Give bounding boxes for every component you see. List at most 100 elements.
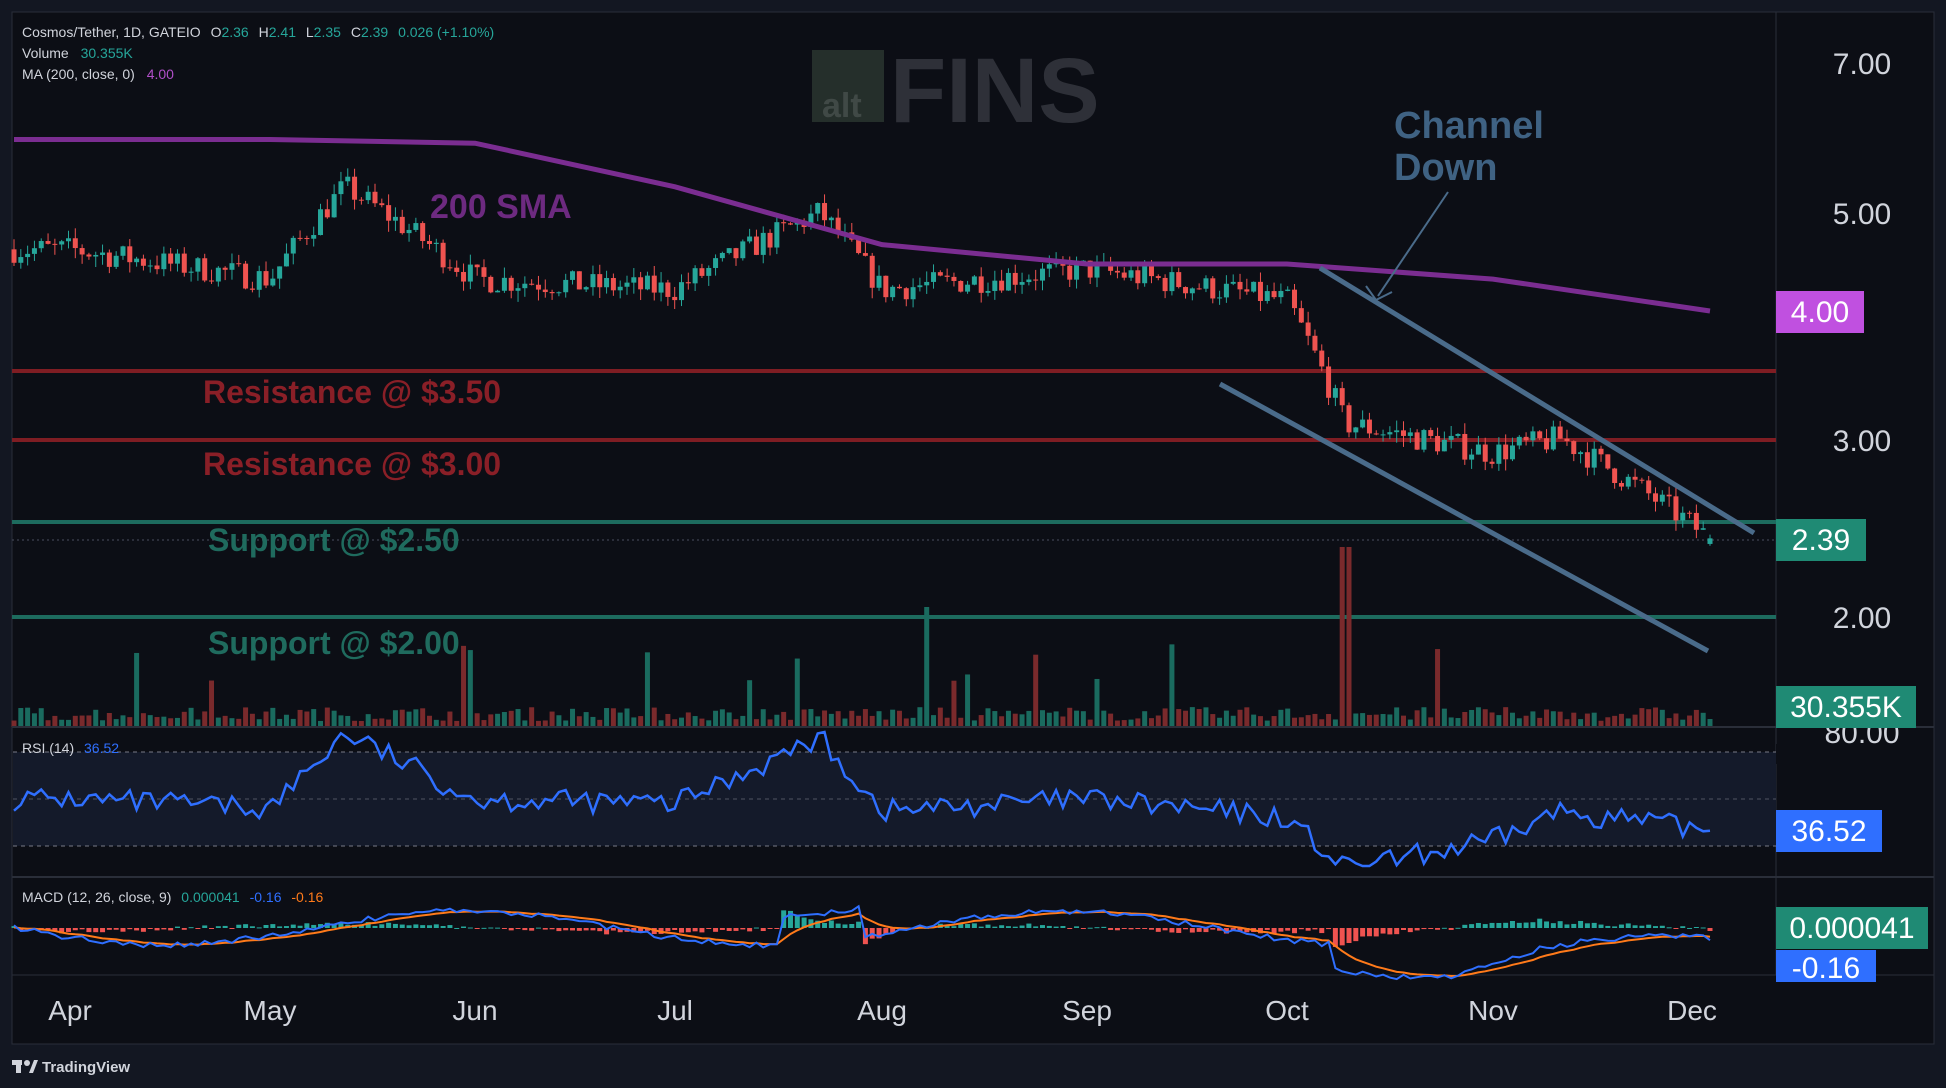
- candle[interactable]: [481, 259, 487, 287]
- candle[interactable]: [93, 251, 99, 267]
- symbol-line[interactable]: Cosmos/Tether, 1D, GATEIO: [22, 24, 201, 40]
- candle[interactable]: [726, 248, 732, 255]
- candle[interactable]: [1544, 429, 1550, 454]
- candle[interactable]: [624, 275, 630, 295]
- candle[interactable]: [420, 221, 426, 249]
- candle[interactable]: [392, 207, 398, 231]
- candle[interactable]: [52, 238, 58, 255]
- candle[interactable]: [324, 199, 330, 219]
- candle[interactable]: [379, 198, 385, 208]
- candle[interactable]: [154, 255, 160, 275]
- candle[interactable]: [1530, 426, 1536, 447]
- candle[interactable]: [1537, 430, 1543, 441]
- candle[interactable]: [1360, 410, 1366, 429]
- candle[interactable]: [604, 270, 610, 294]
- candle[interactable]: [903, 287, 909, 307]
- candle[interactable]: [181, 247, 187, 277]
- candle[interactable]: [1380, 429, 1386, 442]
- candle[interactable]: [1414, 429, 1420, 450]
- rsi-line[interactable]: [13, 730, 1711, 868]
- candle[interactable]: [890, 285, 896, 301]
- candle[interactable]: [365, 185, 371, 205]
- candle[interactable]: [467, 254, 473, 290]
- candle[interactable]: [25, 245, 31, 266]
- candle[interactable]: [1700, 521, 1706, 530]
- candle[interactable]: [31, 240, 37, 261]
- candle[interactable]: [753, 229, 759, 256]
- candle[interactable]: [372, 183, 378, 207]
- rsi-panel[interactable]: RSI (14) 36.52: [13, 730, 1776, 868]
- candle[interactable]: [1278, 283, 1284, 304]
- candle[interactable]: [215, 266, 221, 287]
- candle[interactable]: [331, 184, 337, 218]
- candle[interactable]: [740, 239, 746, 261]
- candle[interactable]: [433, 238, 439, 253]
- macd-panel[interactable]: MACD (12, 26, close, 9) 0.000041 -0.16 -…: [11, 889, 1713, 981]
- candle[interactable]: [1516, 435, 1522, 450]
- candle[interactable]: [1326, 357, 1332, 406]
- channel-upper-line[interactable]: [1318, 265, 1756, 536]
- candle[interactable]: [1550, 420, 1556, 451]
- candle[interactable]: [256, 265, 262, 298]
- candle[interactable]: [352, 168, 358, 210]
- candle[interactable]: [1578, 450, 1584, 464]
- candle[interactable]: [515, 283, 521, 302]
- candle[interactable]: [1094, 255, 1100, 288]
- candle[interactable]: [283, 243, 289, 267]
- candle[interactable]: [1230, 274, 1236, 286]
- candle[interactable]: [651, 266, 657, 301]
- candle[interactable]: [508, 275, 514, 299]
- candle[interactable]: [896, 284, 902, 289]
- candle[interactable]: [1564, 429, 1570, 446]
- candle[interactable]: [822, 194, 828, 228]
- candle[interactable]: [318, 203, 324, 236]
- candle[interactable]: [501, 267, 507, 293]
- macd-label[interactable]: MACD (12, 26, close, 9): [22, 889, 171, 905]
- candle[interactable]: [1223, 275, 1229, 303]
- candle[interactable]: [1687, 510, 1693, 519]
- candle[interactable]: [1462, 423, 1468, 465]
- candle[interactable]: [570, 270, 576, 285]
- candle[interactable]: [461, 263, 467, 291]
- candle[interactable]: [924, 271, 930, 294]
- candle[interactable]: [345, 168, 351, 186]
- candle[interactable]: [1482, 437, 1488, 471]
- candle[interactable]: [638, 271, 644, 301]
- candle[interactable]: [1612, 467, 1618, 489]
- candle[interactable]: [999, 269, 1005, 293]
- candle[interactable]: [454, 260, 460, 277]
- candle[interactable]: [563, 273, 569, 298]
- tradingview-footer[interactable]: TradingView: [12, 1059, 130, 1076]
- candle[interactable]: [610, 273, 616, 296]
- candle[interactable]: [426, 234, 432, 250]
- candle[interactable]: [944, 268, 950, 282]
- channel-down[interactable]: Channel Down: [1218, 105, 1756, 654]
- candle[interactable]: [1632, 468, 1638, 488]
- candle[interactable]: [161, 246, 167, 277]
- candle[interactable]: [1305, 311, 1311, 346]
- candle[interactable]: [188, 267, 194, 282]
- candle[interactable]: [719, 251, 725, 262]
- candle[interactable]: [1584, 442, 1590, 476]
- candle[interactable]: [168, 248, 174, 272]
- candle[interactable]: [1292, 284, 1298, 315]
- candle[interactable]: [1033, 269, 1039, 291]
- candle[interactable]: [1659, 490, 1665, 506]
- candle[interactable]: [590, 265, 596, 296]
- ma-legend-label[interactable]: MA (200, close, 0): [22, 66, 135, 82]
- candle[interactable]: [290, 235, 296, 265]
- candle[interactable]: [120, 245, 126, 260]
- candle[interactable]: [209, 269, 215, 284]
- candle[interactable]: [1319, 344, 1325, 372]
- candle[interactable]: [297, 230, 303, 241]
- candle[interactable]: [1169, 265, 1175, 296]
- candle[interactable]: [937, 270, 943, 277]
- candle[interactable]: [1598, 445, 1604, 462]
- candle[interactable]: [474, 264, 480, 276]
- candle[interactable]: [1257, 272, 1263, 312]
- candle[interactable]: [243, 260, 249, 290]
- candle[interactable]: [1366, 412, 1372, 439]
- candle[interactable]: [583, 286, 589, 293]
- candle[interactable]: [910, 278, 916, 308]
- candle[interactable]: [134, 256, 140, 267]
